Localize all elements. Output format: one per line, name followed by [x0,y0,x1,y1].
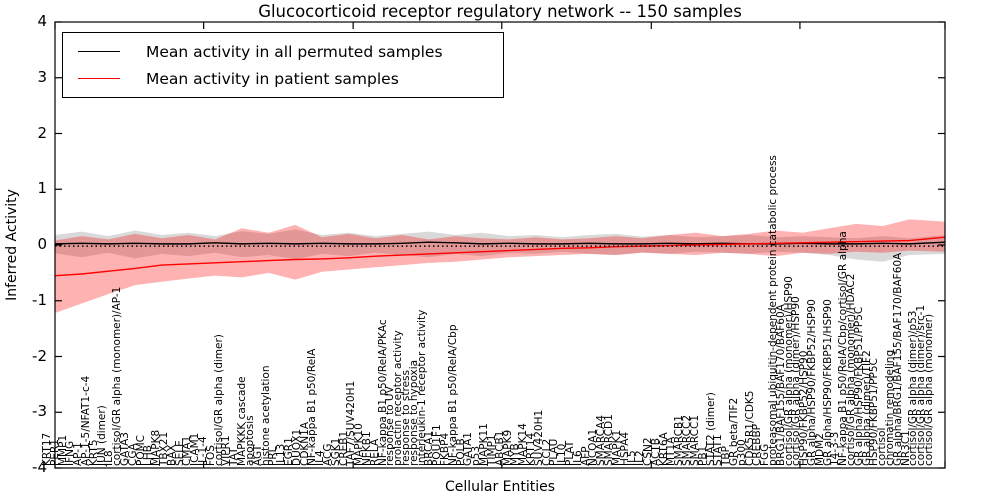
legend-label-patient: Mean activity in patient samples [146,69,399,88]
x-axis-label: Cellular Entities [444,479,556,495]
y-tick-label: 4 [37,12,47,30]
legend-line-red [78,78,120,79]
band [55,229,945,262]
legend-box: Mean activity in all permuted samples Me… [62,32,504,98]
legend-item-patient: Mean activity in patient samples [63,70,503,88]
y-tick-label: 1 [37,179,47,198]
legend-item-permuted: Mean activity in all permuted samples [63,43,503,61]
y-tick-label: -3 [32,402,47,421]
y-tick-label: -1 [32,290,47,309]
chart-title: Glucocorticoid receptor regulatory netwo… [258,2,742,21]
y-tick-label: 2 [37,123,47,142]
y-tick-label: -4 [32,458,47,476]
legend-line-black [78,51,120,52]
y-tick-label: 3 [37,67,47,86]
y-tick-label: -2 [32,346,47,365]
y-tick-label: 0 [37,235,47,253]
series-line [54,236,946,277]
legend-label-permuted: Mean activity in all permuted samples [146,42,443,61]
